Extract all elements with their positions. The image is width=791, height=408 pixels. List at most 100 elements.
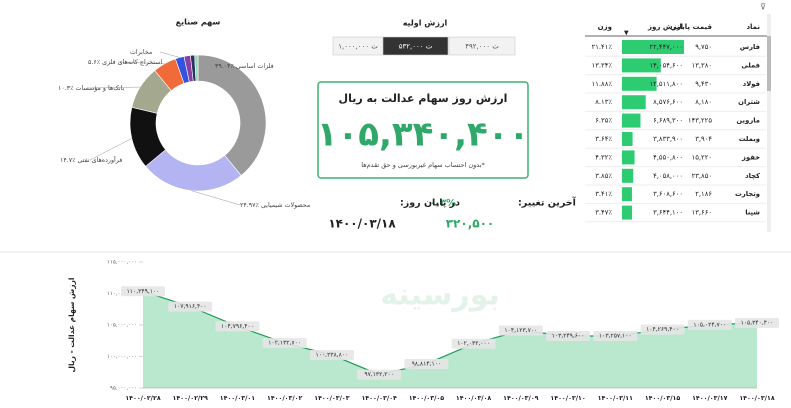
table-cell: ۸,۵۷۶,۶۰۰ [653, 98, 683, 106]
table-cell: ۸.۱۳٪ [595, 98, 612, 106]
donut-slice [197, 54, 267, 176]
donut-label-value: ۱۴.۷٪ [60, 157, 76, 164]
data-label-box [735, 317, 779, 328]
selector-button[interactable] [448, 36, 516, 56]
table-cell: ۱۵,۲۲۰ [692, 153, 712, 161]
donut-label: ۱۴.۷٪ فرآورده‌های نفتی [60, 155, 122, 164]
table-cell: ۲۳,۸۵۰ [692, 172, 712, 180]
summary-note: *بدون احتساب سهام غیربورسی و حق تقدم‌ها [361, 161, 485, 169]
x-tick-label: ۱۴۰۰/۰۲/۲۸ [125, 395, 161, 402]
table-cell: ۳.۶۴٪ [595, 135, 612, 143]
donut-slice [194, 54, 199, 82]
donut-label-name: بانک‌ها و مؤسسات [76, 85, 125, 92]
table-header: وزن [598, 23, 612, 31]
data-label-box [309, 349, 354, 360]
selector-option[interactable]: ۱,۰۰۰,۰۰۰ ت [338, 43, 378, 51]
end-of-day-label: در پایان روز: [400, 198, 460, 209]
x-tick-label: ۱۴۰۰/۰۳/۰۱ [220, 395, 255, 402]
table-cell: ۶,۶۸۹,۳۰۰ [653, 117, 683, 125]
last-change-label: آخرین تغییر: [518, 196, 577, 209]
table-cell: ۳,۶۴۴,۱۰۰ [653, 209, 683, 217]
filter-icon[interactable]: ⊽ [760, 3, 766, 12]
table-cell: ۳,۶۰۸,۶۰۰ [653, 190, 683, 198]
data-label-box [404, 358, 449, 369]
y-tick-label: ۱۰۰,۰۰۰,۰۰۰ [107, 354, 137, 360]
table-cell: ۱۳,۶۶۰ [692, 209, 712, 217]
donut-label: ۳۹.۰۴٪ فلزات اساسی [215, 63, 274, 70]
x-tick-label: ۱۴۰۰/۰۲/۲۹ [173, 395, 209, 402]
y-tick-label: ۱۰۵,۰۰۰,۰۰۰ [107, 323, 137, 329]
table-cell: ۱۲,۵۱۱,۸۰۰ [649, 80, 683, 88]
data-label-box [357, 369, 402, 380]
table-cell: ۱۴۳,۲۲۵ [688, 117, 712, 125]
data-label: ۱۰۳,۲۴۹,۶۰۰ [552, 333, 585, 340]
value-bar [622, 168, 634, 183]
donut-label-name: استخراج کانه‌های فلزی [102, 59, 162, 66]
table-cell: ۱۳.۳۴٪ [592, 61, 613, 69]
area-fill [143, 291, 757, 388]
data-label-box [593, 330, 638, 341]
scrollbar-track [767, 14, 771, 232]
donut-label-value: ۳۹.۰۴٪ [215, 63, 234, 70]
summary-title: ارزش روز سهام عدالت به ریال [339, 92, 508, 105]
donut-label: مخابرات [130, 49, 152, 56]
donut-label-name: محصولات شیمیایی [261, 202, 310, 209]
donut-title: سهم صنایع [176, 18, 221, 27]
donut-label-name: مخابرات [130, 49, 152, 56]
table-header: قیمت پایانی [670, 23, 713, 31]
data-label-box [451, 338, 496, 349]
selector-option[interactable]: ۵۳۲,۰۰۰ ت [399, 43, 433, 51]
data-label-box [687, 319, 732, 330]
value-bar [622, 187, 632, 202]
table-cell: فولاد [743, 80, 760, 88]
data-label: ۹۷,۱۳۲,۲۰۰ [364, 371, 394, 378]
selector-button[interactable] [382, 36, 449, 56]
table-cell: ۶.۳۵٪ [595, 117, 612, 125]
data-label: ۱۱۰,۳۴۹,۱۰۰ [127, 288, 160, 295]
summary-card [317, 81, 529, 179]
donut-label: ۱۰.۳٪ بانک‌ها و مؤسسات [58, 85, 125, 92]
value-bar [622, 40, 684, 54]
data-label: ۱۰۲,۱۳۲,۷۰۰ [268, 340, 301, 347]
table-cell: ۳.۴۷٪ [595, 209, 612, 217]
data-label-box [168, 301, 213, 312]
x-tick-label: ۱۴۰۰/۰۳/۱۷ [692, 395, 728, 402]
table-cell: ۱۴,۰۵۴,۶۰۰ [649, 61, 683, 69]
table-cell: کچاد [745, 172, 760, 180]
value-bar [622, 205, 633, 220]
x-tick-label: ۱۴۰۰/۰۳/۰۲ [267, 395, 303, 402]
data-label-box [546, 331, 591, 342]
table-cell: شپنا [745, 209, 760, 217]
table-cell: خفوز [741, 153, 760, 161]
table-cell: ۴,۰۵۸,۰۰۰ [653, 172, 683, 180]
change-amount: ۳۲۰,۵۰۰ [446, 217, 495, 231]
summary-value: ۱۰۵,۳۴۰,۴۰۰ [317, 115, 530, 155]
watermark: بورسینه [380, 278, 500, 313]
x-tick-label: ۱۴۰۰/۰۳/۰۹ [503, 395, 539, 402]
data-label: ۱۰۵,۳۴۰,۴۰۰ [741, 319, 774, 326]
data-label-box [215, 321, 260, 332]
scrollbar-thumb[interactable] [767, 36, 771, 91]
selector-option[interactable]: ۴۹۲,۰۰۰ ت [465, 43, 499, 51]
leader-line [159, 51, 180, 58]
data-label: ۱۰۴,۷۹۶,۴۰۰ [221, 323, 254, 330]
x-tick-label: ۱۴۰۰/۰۳/۰۵ [409, 395, 445, 402]
data-label: ۱۰۵,۰۲۴,۷۰۰ [693, 321, 726, 328]
data-label: ۹۸,۸۱۴,۱۰۰ [412, 360, 442, 367]
table-cell: ۲,۱۸۶ [695, 190, 712, 198]
data-label: ۱۰۲,۰۳۲,۰۰۰ [457, 340, 490, 347]
table-cell: ۳.۴۱٪ [595, 190, 612, 198]
x-tick-label: ۱۴۰۰/۰۳/۰۴ [361, 395, 397, 402]
value-bar [622, 76, 657, 91]
value-bar [622, 150, 635, 165]
end-date: ۱۴۰۰/۰۳/۱۸ [328, 217, 396, 231]
leader-line [87, 86, 141, 89]
leader-line [214, 65, 263, 101]
sort-icon[interactable]: ▼ [624, 30, 629, 37]
x-tick-label: ۱۴۰۰/۰۳/۱۱ [598, 395, 633, 402]
data-label-box [121, 286, 165, 297]
x-tick-label: ۱۴۰۰/۰۳/۱۵ [645, 395, 681, 402]
table-cell: ماروین [736, 117, 760, 125]
x-tick-label: ۱۴۰۰/۰۳/۱۰ [550, 395, 585, 402]
